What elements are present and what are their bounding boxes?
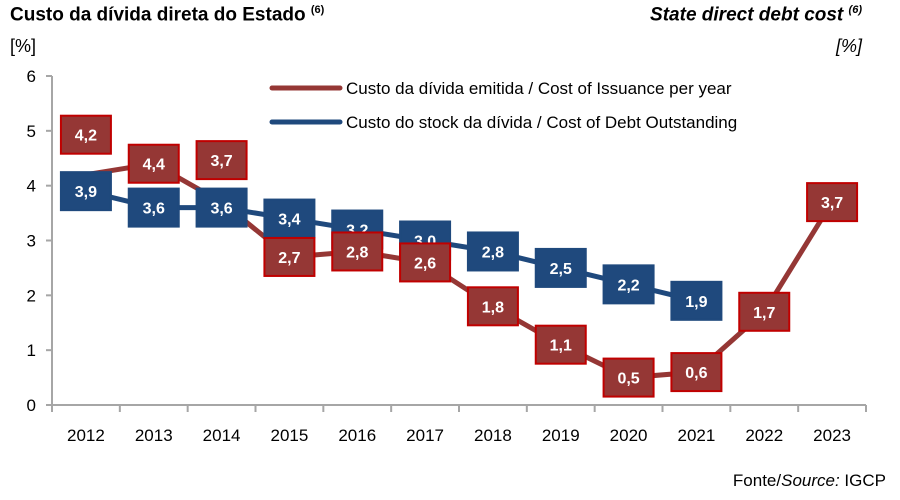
data-label-text: 2,7 <box>278 250 300 267</box>
data-label-text: 3,7 <box>821 195 843 212</box>
unit-label-pt: [%] <box>10 36 37 56</box>
x-tick-label: 2023 <box>813 426 851 445</box>
data-label-text: 2,2 <box>617 277 639 294</box>
data-label-box <box>263 198 316 239</box>
data-point-issuance: 4,2 <box>59 114 112 155</box>
data-point-issuance: 2,6 <box>399 242 452 283</box>
data-point-issuance: 1,7 <box>738 291 791 332</box>
y-tick-label: 6 <box>27 67 36 86</box>
data-point-outstanding: 3,9 <box>59 171 112 212</box>
y-tick-label: 2 <box>27 286 36 305</box>
x-tick-label: 2019 <box>542 426 580 445</box>
data-label-box <box>127 143 180 184</box>
source-italic: Source: <box>781 471 840 490</box>
title-en-text: State direct debt cost <box>650 4 844 26</box>
data-label-text: 2,8 <box>346 244 368 261</box>
series-line-outstanding <box>85 188 698 304</box>
data-label-box <box>602 357 655 398</box>
data-label-box <box>602 264 655 305</box>
x-tick-label: 2021 <box>678 426 716 445</box>
x-tick-label: 2013 <box>135 426 173 445</box>
title-pt-text: Custo da dívida direta do Estado <box>10 4 306 26</box>
y-tick-label: 3 <box>27 232 36 251</box>
data-point-issuance: 3,7 <box>195 140 248 181</box>
data-label-box <box>806 182 859 223</box>
title-en-footnote: (6) <box>848 4 862 16</box>
y-tick-label: 5 <box>27 122 36 141</box>
data-label-text: 3,6 <box>143 201 165 218</box>
data-label-box <box>331 231 384 272</box>
data-point-issuance: 1,1 <box>534 324 587 365</box>
x-tick-label: 2017 <box>406 426 444 445</box>
data-label-box <box>670 352 723 393</box>
data-label-text: 3,4 <box>278 212 300 229</box>
legend: Custo da dívida emitida / Cost of Issuan… <box>269 79 737 132</box>
data-point-issuance: 2,7 <box>263 236 316 277</box>
source-prefix: Fonte/ <box>732 471 782 490</box>
data-point-outstanding: 2,8 <box>466 231 519 272</box>
data-label-box <box>738 291 791 332</box>
x-tick-label: 2015 <box>271 426 309 445</box>
data-label-text: 0,5 <box>617 371 639 388</box>
data-point-issuance: 0,6 <box>670 352 723 393</box>
y-tick-label: 4 <box>27 177 36 196</box>
source-note: Fonte/Source: IGCP <box>733 471 886 491</box>
data-label-box <box>195 140 248 181</box>
data-label-box <box>466 231 519 272</box>
y-tick-label: 1 <box>27 341 36 360</box>
data-labels: 3,93,6 3,63,43,23,02,82,52,21,94,24,4 3,72… <box>59 114 859 398</box>
y-tick-label: 0 <box>27 396 36 415</box>
data-point-outstanding: 2,2 <box>602 264 655 305</box>
data-point-issuance: 1,8 <box>466 286 519 327</box>
data-point-outstanding: 3,6 <box>127 187 180 228</box>
data-point-outstanding: 3,6 <box>195 187 248 228</box>
axes: 0 1 2 3 4 5 6 2012 2013 2014 2015 2016 2017 2018 2019 2… <box>27 67 867 445</box>
data-point-issuance: 2,8 <box>331 231 384 272</box>
data-label-box <box>59 171 112 212</box>
data-label-text: 4,2 <box>75 128 97 145</box>
data-label-box <box>59 114 112 155</box>
unit-label-en: [%] <box>835 36 862 56</box>
x-tick-label: 2022 <box>745 426 783 445</box>
data-label-text: 2,8 <box>482 244 504 261</box>
data-label-text: 2,6 <box>414 255 436 272</box>
data-label-text: 1,8 <box>482 299 504 316</box>
x-tick-label: 2012 <box>67 426 105 445</box>
legend-label-issuance: Custo da dívida emitida / Cost of Issuan… <box>346 79 732 98</box>
data-label-box <box>127 187 180 228</box>
data-label-text: 3,7 <box>210 153 232 170</box>
data-label-text: 4,4 <box>143 157 165 174</box>
x-tick-label: 2014 <box>203 426 241 445</box>
data-label-text: 1,1 <box>550 338 572 355</box>
data-point-outstanding: 3,4 <box>263 198 316 239</box>
x-tick-label: 2020 <box>610 426 648 445</box>
data-label-box <box>534 324 587 365</box>
data-point-issuance: 3,7 <box>806 182 859 223</box>
data-label-text: 1,9 <box>685 294 707 311</box>
data-label-text: 2,5 <box>550 261 572 278</box>
data-label-text: 1,7 <box>753 305 775 322</box>
chart-title-pt: Custo da dívida direta do Estado (6) <box>10 4 324 26</box>
legend-label-outstanding: Custo do stock da dívida / Cost of Debt … <box>346 113 737 132</box>
data-label-text: 3,9 <box>75 184 97 201</box>
x-tick-label: 2018 <box>474 426 512 445</box>
x-tick-label: 2016 <box>338 426 376 445</box>
data-point-issuance: 4,4 <box>127 143 180 184</box>
data-label-box <box>670 280 723 321</box>
data-label-text: 0,6 <box>685 365 707 382</box>
data-label-box <box>399 242 452 283</box>
data-point-outstanding: 1,9 <box>670 280 723 321</box>
data-point-issuance: 0,5 <box>602 357 655 398</box>
data-label-text: 3,6 <box>210 201 232 218</box>
data-label-box <box>466 286 519 327</box>
data-label-box <box>263 236 316 277</box>
data-label-box <box>195 187 248 228</box>
chart-title-en: State direct debt cost (6) <box>650 4 862 26</box>
data-label-box <box>534 247 587 288</box>
source-value: IGCP <box>839 471 886 490</box>
title-pt-footnote: (6) <box>310 4 325 16</box>
data-point-outstanding: 2,5 <box>534 247 587 288</box>
